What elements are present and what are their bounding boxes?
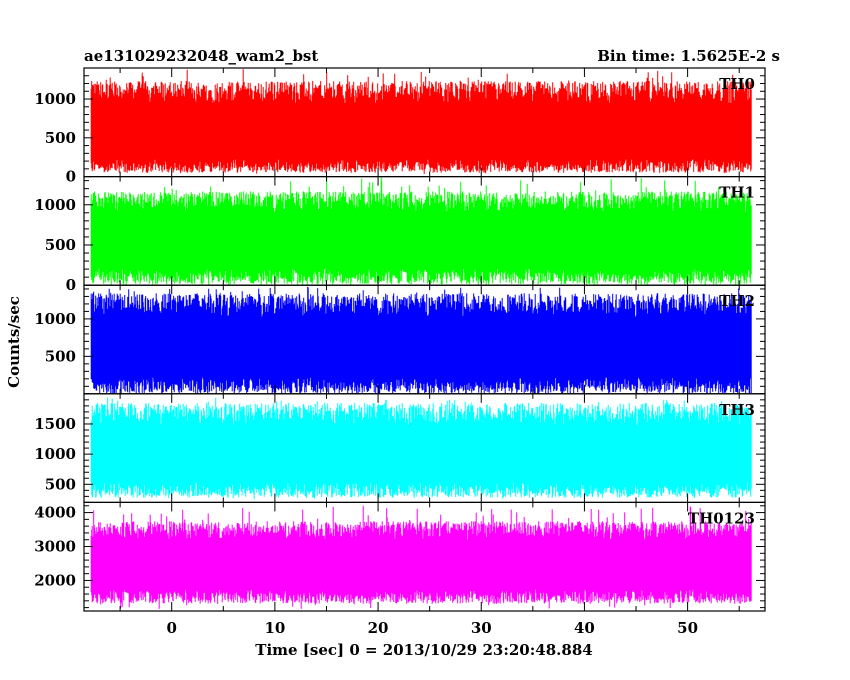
panel-th1: 0 500 1000 TH1 xyxy=(34,176,766,294)
panel-label-th1: TH1 xyxy=(719,184,755,202)
panel-th2: 500 1000 TH2 xyxy=(34,284,766,395)
plot-title: ae131029232048_wam2_bst xyxy=(84,47,318,65)
y-tick-label-th1: 0 xyxy=(66,276,76,294)
panel-th3: 500 1000 1500 TH3 xyxy=(34,393,766,503)
y-tick-label-th0123: 4000 xyxy=(34,504,76,522)
y-tick-label-th2: 1000 xyxy=(34,310,76,328)
x-tick-label: 40 xyxy=(574,619,595,637)
x-axis-label: Time [sec] 0 = 2013/10/29 23:20:48.884 xyxy=(255,641,592,659)
y-tick-label-th0: 500 xyxy=(45,129,76,147)
bin-time-label: Bin time: 1.5625E-2 s xyxy=(597,47,780,65)
y-tick-label-th0: 1000 xyxy=(34,90,76,108)
series-core-th3 xyxy=(92,427,751,474)
y-tick-label-th0: 0 xyxy=(66,168,76,186)
panel-label-th0: TH0 xyxy=(719,75,755,93)
panel-th0: 0 500 1000 TH0 xyxy=(34,67,766,186)
y-tick-label-th0123: 2000 xyxy=(34,571,76,589)
y-tick-label-th1: 1000 xyxy=(34,196,76,214)
series-core-th0 xyxy=(92,105,751,151)
y-tick-label-th0123: 3000 xyxy=(34,538,76,556)
series-core-th1 xyxy=(92,213,751,259)
panel-label-th0123: TH0123 xyxy=(688,509,755,527)
series-core-th0123 xyxy=(92,541,751,582)
panel-th0123: 2000 3000 4000 TH0123 xyxy=(34,501,766,612)
x-tick-label: 0 xyxy=(166,619,176,637)
series-core-th2 xyxy=(92,319,751,368)
x-tick-label: 50 xyxy=(677,619,698,637)
panel-frame-th0123 xyxy=(83,501,766,612)
x-tick-label: 10 xyxy=(264,619,285,637)
x-tick-label: 30 xyxy=(471,619,492,637)
y-tick-label-th3: 500 xyxy=(45,475,76,493)
y-tick-label-th1: 500 xyxy=(45,236,76,254)
panel-label-th2: TH2 xyxy=(719,292,755,310)
y-tick-label-th3: 1500 xyxy=(34,415,76,433)
panel-label-th3: TH3 xyxy=(719,401,755,419)
y-tick-label-th2: 500 xyxy=(45,347,76,365)
x-tick-label: 20 xyxy=(368,619,389,637)
y-tick-label-th3: 1000 xyxy=(34,445,76,463)
x-axis: 0 10 20 30 40 50 xyxy=(166,619,698,637)
panels-group: 0 500 1000 TH0 0 500 1000 TH1 500 1000 TH2 500 1000 1… xyxy=(34,67,766,612)
y-axis-label: Counts/sec xyxy=(5,296,23,388)
